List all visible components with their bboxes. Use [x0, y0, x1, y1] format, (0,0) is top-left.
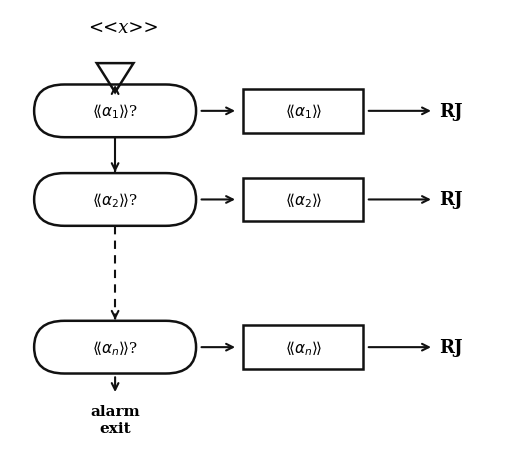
FancyBboxPatch shape: [34, 174, 196, 226]
FancyBboxPatch shape: [34, 85, 196, 138]
Text: $\langle\!\langle\alpha_{n}\rangle\!\rangle$: $\langle\!\langle\alpha_{n}\rangle\!\ran…: [285, 338, 322, 357]
Text: $\langle\!\langle\alpha_{2}\rangle\!\rangle$: $\langle\!\langle\alpha_{2}\rangle\!\ran…: [285, 190, 322, 209]
FancyBboxPatch shape: [243, 90, 363, 134]
Text: RJ: RJ: [439, 191, 463, 209]
Text: RJ: RJ: [439, 103, 463, 121]
FancyBboxPatch shape: [34, 321, 196, 374]
FancyBboxPatch shape: [243, 178, 363, 222]
Text: $\langle\!\langle\alpha_{n}\rangle\!\rangle$?: $\langle\!\langle\alpha_{n}\rangle\!\ran…: [92, 338, 138, 357]
Text: $\langle\!\langle\alpha_{1}\rangle\!\rangle$?: $\langle\!\langle\alpha_{1}\rangle\!\ran…: [92, 102, 138, 121]
Text: $\langle\!\langle\alpha_{2}\rangle\!\rangle$?: $\langle\!\langle\alpha_{2}\rangle\!\ran…: [92, 190, 138, 209]
Text: alarm
exit: alarm exit: [90, 404, 140, 435]
Text: RJ: RJ: [439, 338, 463, 356]
FancyBboxPatch shape: [243, 325, 363, 369]
Text: $\langle\!\langle\alpha_{1}\rangle\!\rangle$: $\langle\!\langle\alpha_{1}\rangle\!\ran…: [285, 102, 322, 121]
Text: <<x>>: <<x>>: [88, 19, 158, 37]
